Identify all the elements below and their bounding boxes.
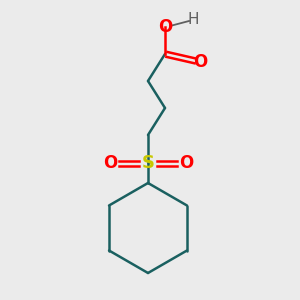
Text: O: O (193, 53, 207, 71)
Text: O: O (103, 154, 117, 172)
Text: O: O (158, 18, 172, 36)
Text: H: H (187, 13, 199, 28)
Text: O: O (179, 154, 193, 172)
Text: S: S (142, 154, 154, 172)
